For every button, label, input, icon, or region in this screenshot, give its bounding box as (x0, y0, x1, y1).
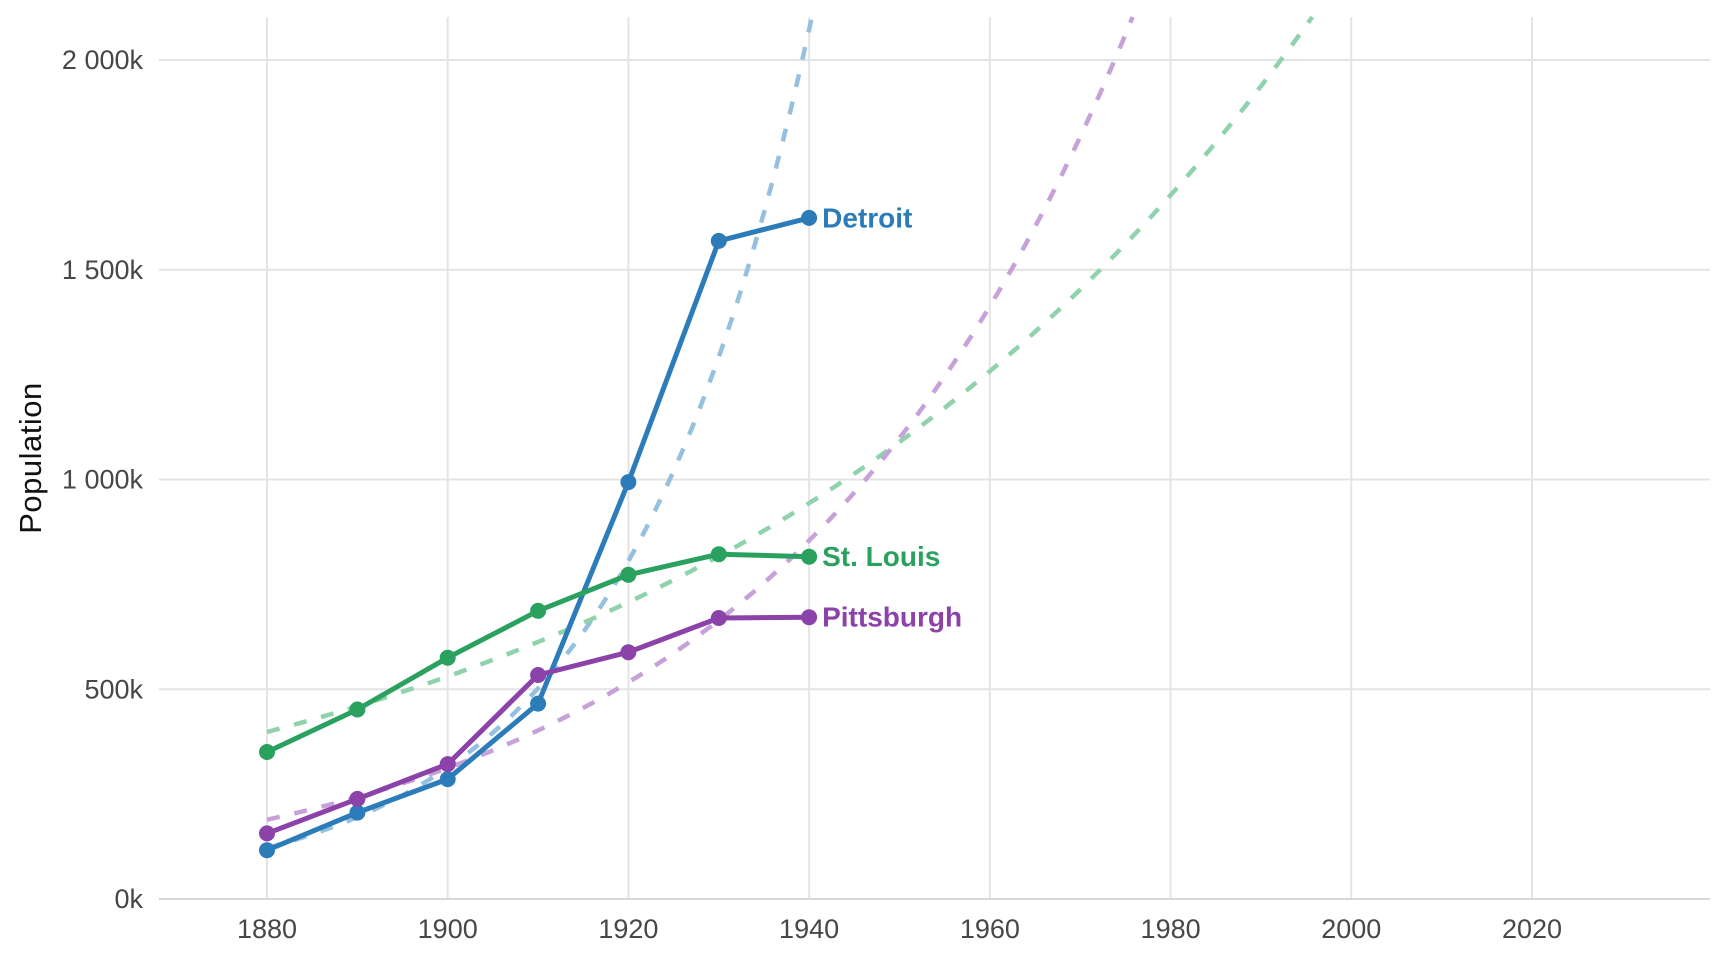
point-st-louis-1920 (620, 566, 637, 583)
series-label-st-louis: St. Louis (822, 541, 940, 572)
projection-line-detroit (266, 16, 815, 851)
series-label-detroit: Detroit (822, 202, 912, 233)
x-tick-label-2000: 2000 (1321, 914, 1381, 944)
point-detroit-1910 (530, 695, 547, 712)
point-pittsburgh-1910 (530, 667, 547, 683)
x-tick-label-1960: 1960 (960, 914, 1020, 944)
projection-line-pittsburgh (266, 16, 1135, 822)
series-line-pittsburgh (264, 614, 812, 836)
point-pittsburgh-1880 (259, 825, 275, 842)
series-line-st-louis (264, 551, 812, 755)
point-detroit-1900 (439, 771, 456, 788)
point-st-louis-1940 (801, 548, 818, 565)
y-tick-label-1500k: 1 500k (62, 255, 144, 285)
point-pittsburgh-1940 (801, 609, 818, 626)
point-pittsburgh-1900 (439, 756, 456, 773)
point-detroit-1940 (801, 209, 818, 226)
point-detroit-1920 (620, 474, 637, 491)
point-st-louis-1910 (530, 602, 547, 619)
x-tick-label-1980: 1980 (1141, 914, 1201, 944)
projection-line-st-louis (266, 15, 1315, 735)
x-tick-label-2020: 2020 (1502, 914, 1562, 944)
x-tick-label-1900: 1900 (418, 914, 478, 944)
point-st-louis-1930 (710, 546, 727, 563)
y-tick-label-0k: 0k (114, 884, 143, 914)
x-tick-label-1920: 1920 (598, 914, 658, 944)
y-tick-label-1000k: 1 000k (62, 465, 144, 495)
point-st-louis-1890 (349, 701, 366, 718)
y-tick-label-2000k: 2 000k (62, 45, 144, 75)
series-line-detroit (264, 215, 812, 853)
point-detroit-1930 (710, 232, 727, 249)
x-tick-label-1940: 1940 (779, 914, 839, 944)
y-tick-label-500k: 500k (84, 674, 143, 704)
point-detroit-1880 (259, 842, 275, 859)
point-pittsburgh-1920 (620, 644, 637, 661)
point-detroit-1890 (349, 804, 366, 821)
point-st-louis-1900 (439, 649, 456, 666)
point-pittsburgh-1930 (710, 610, 727, 626)
point-st-louis-1880 (259, 744, 275, 760)
x-tick-label-1880: 1880 (237, 914, 297, 944)
y-axis-title: Population (13, 382, 48, 534)
series-label-pittsburgh: Pittsburgh (822, 602, 962, 633)
point-pittsburgh-1890 (349, 790, 366, 807)
